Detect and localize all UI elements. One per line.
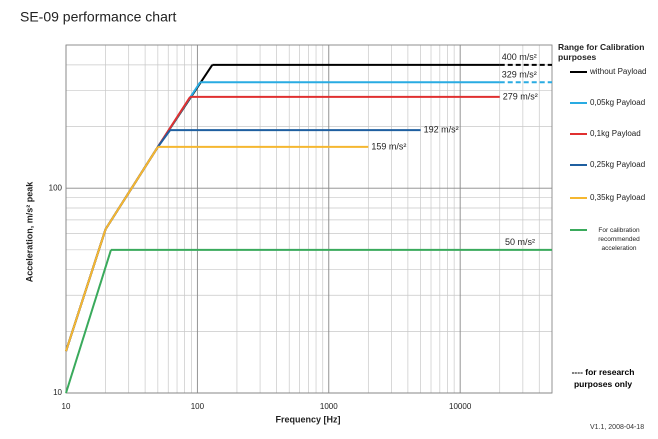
x-tick-label: 10000 — [449, 402, 472, 411]
series-segment — [104, 146, 159, 230]
research-note: ---- for research purposes only — [571, 367, 635, 389]
value-label: 192 m/s² — [424, 125, 459, 135]
value-label: 50 m/s² — [505, 237, 535, 247]
value-label: 329 m/s² — [502, 70, 537, 80]
chart-title: SE-09 performance chart — [20, 9, 177, 25]
plot-lines: 400 m/s² 329 m/s² 279 m/s² 192 m/s² 159 m/s²… — [65, 52, 552, 394]
footer: V1.1, 2008-04-18 — [590, 424, 645, 431]
legend-label: For calibration recommended acceleration — [598, 227, 640, 252]
legend-label: 0,25kg Payload — [590, 160, 646, 169]
grid — [65, 44, 553, 394]
legend-label: 0,05kg Payload — [590, 98, 646, 107]
series-segment — [157, 129, 171, 148]
x-axis-label: Frequency [Hz] — [275, 414, 340, 424]
legend-label: without Payload — [590, 67, 647, 76]
legend-title: Range for Calibration purposes — [558, 42, 645, 62]
value-label: 159 m/s² — [371, 141, 406, 151]
y-tick-label: 100 — [49, 183, 63, 192]
value-label: 279 m/s² — [503, 91, 538, 101]
x-tick-label: 1000 — [320, 402, 338, 411]
x-tick-label: 100 — [191, 402, 205, 411]
value-label: 400 m/s² — [502, 52, 537, 62]
y-tick-label: 10 — [53, 388, 62, 397]
series-segment — [65, 249, 112, 394]
series-segment — [65, 228, 107, 352]
legend-label: 0,1kg Payload — [590, 129, 641, 138]
legend-label: 0,35kg Payload — [590, 193, 646, 202]
x-tick-label: 10 — [62, 402, 71, 411]
plot-frame — [65, 44, 553, 394]
y-axis-label: Acceleration, m/s² peak — [24, 181, 34, 283]
